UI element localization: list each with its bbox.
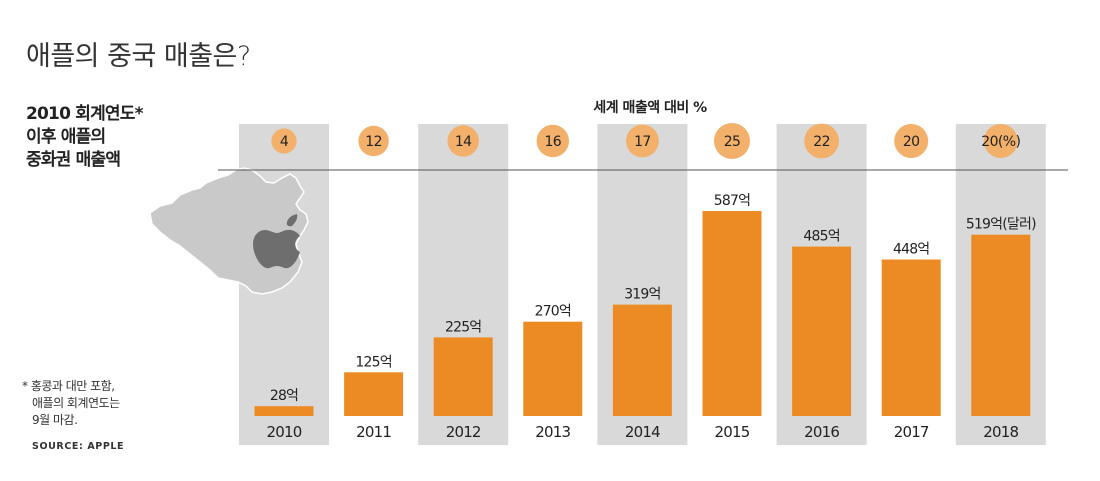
apple-logo-icon <box>253 214 300 269</box>
bar-2018 <box>971 234 1031 416</box>
value-label-2013: 270억 <box>535 304 571 320</box>
pct-label-2014: 17 <box>634 134 651 150</box>
bar-2015 <box>702 211 762 416</box>
pct-row-title: 세계 매출액 대비 % <box>593 99 707 116</box>
value-label-2014: 319억 <box>624 287 660 303</box>
value-label-2011: 125억 <box>355 354 391 370</box>
source-credit: SOURCE: APPLE <box>32 441 125 452</box>
pct-label-2010: 4 <box>280 134 289 150</box>
pct-label-2012: 14 <box>455 134 472 150</box>
pct-circles: 4 12 14 16 17 25 22 20 20(%) <box>271 123 1021 159</box>
pct-circle-2011 <box>358 125 389 157</box>
subtitle-line: 중화권 매출액 <box>26 150 121 170</box>
pct-label-2017: 20 <box>903 134 920 150</box>
year-label-2014: 2014 <box>625 423 660 441</box>
page-title: 애플의 중국 매출은? <box>26 41 251 72</box>
value-label-2010: 28억 <box>270 388 298 404</box>
pct-circle-2010 <box>271 128 297 154</box>
year-label-2015: 2015 <box>715 423 750 441</box>
footnote-line: 애플의 회계연도는 <box>32 396 120 410</box>
year-label-2011: 2011 <box>356 423 391 441</box>
year-label-2016: 2016 <box>804 423 839 441</box>
bar-2016 <box>792 246 852 416</box>
pct-circle-2015 <box>714 123 750 159</box>
pct-label-2013: 16 <box>544 134 561 150</box>
year-label-2013: 2013 <box>535 423 570 441</box>
value-label-2018: 519억(달러) <box>966 217 1036 233</box>
value-label-2017: 448억 <box>893 242 929 258</box>
footnote-line: * 홍콩과 대만 포함, <box>22 379 115 393</box>
bar-2012 <box>433 337 493 416</box>
bar-2013 <box>523 321 583 416</box>
pct-circle-2012 <box>447 125 479 157</box>
pct-circle-2018 <box>983 124 1018 158</box>
pct-circle-2016 <box>804 123 839 159</box>
pct-circle-2014 <box>626 124 659 158</box>
year-labels: 2010 2011 2012 2013 2014 2015 2016 2017 2018 <box>267 423 1020 441</box>
year-label-2018: 2018 <box>983 423 1018 441</box>
subtitle-line: 2010 회계연도* <box>26 104 143 124</box>
chart-subtitle: 2010 회계연도* 이후 애플의 중화권 매출액 <box>26 103 176 172</box>
pct-circle-2013 <box>536 124 569 158</box>
year-label-2017: 2017 <box>894 423 929 441</box>
footnote-line: 9월 마감. <box>32 413 78 427</box>
value-labels: 28억 125억 225억 270억 319억 587억 485억 448억 519억(달러) <box>270 193 1037 404</box>
pct-circle-2017 <box>894 124 929 158</box>
year-label-2012: 2012 <box>446 423 481 441</box>
bar-2017 <box>881 259 941 416</box>
subtitle-line: 이후 애플의 <box>26 127 106 147</box>
value-label-2015: 587억 <box>714 193 750 209</box>
footnote: * 홍콩과 대만 포함, 애플의 회계연도는 9월 마감. <box>22 378 120 429</box>
pct-label-2015: 25 <box>724 134 741 150</box>
value-label-2012: 225억 <box>445 319 481 335</box>
pct-label-2018: 20(%) <box>981 134 1020 150</box>
bar-2014 <box>612 304 672 416</box>
bar-2011 <box>344 372 404 416</box>
pct-label-2016: 22 <box>813 134 830 150</box>
year-label-2010: 2010 <box>267 423 302 441</box>
bar-2010 <box>254 406 314 416</box>
pct-label-2011: 12 <box>365 134 382 150</box>
bars <box>254 211 1031 416</box>
value-label-2016: 485억 <box>803 229 839 245</box>
